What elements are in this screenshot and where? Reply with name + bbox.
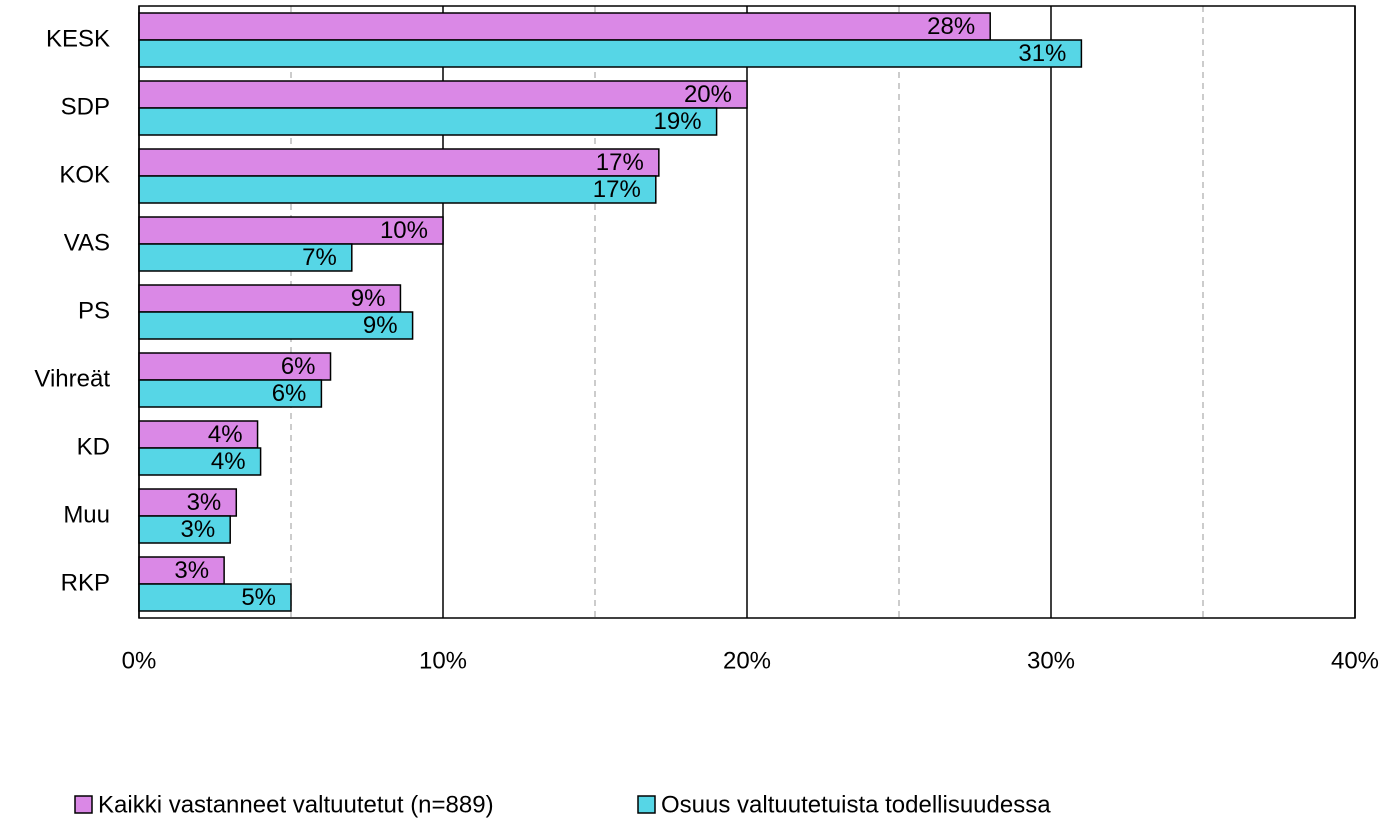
value-label: 9% bbox=[363, 312, 398, 339]
value-label: 3% bbox=[181, 516, 216, 543]
y-tick-label: VAS bbox=[64, 229, 110, 256]
legend-label: Osuus valtuutetuista todellisuudessa bbox=[661, 791, 1051, 818]
value-label: 6% bbox=[281, 353, 316, 380]
bar bbox=[138, 12, 991, 41]
y-tick-label: RKP bbox=[61, 569, 110, 596]
value-label: 9% bbox=[351, 285, 386, 312]
bar bbox=[138, 107, 718, 136]
bar bbox=[138, 352, 332, 381]
y-tick-label: SDP bbox=[61, 93, 110, 120]
x-tick-label: 0% bbox=[122, 647, 157, 674]
bar bbox=[138, 379, 323, 408]
value-label: 10% bbox=[380, 217, 428, 244]
y-tick-label: KOK bbox=[59, 161, 110, 188]
value-label: 5% bbox=[241, 584, 276, 611]
x-tick-label: 30% bbox=[1027, 647, 1075, 674]
y-tick-label: PS bbox=[78, 297, 110, 324]
plot-frame bbox=[138, 5, 1356, 619]
y-tick-label: KD bbox=[77, 433, 110, 460]
bar bbox=[138, 175, 657, 204]
y-tick-label: Vihreät bbox=[34, 365, 110, 392]
value-label: 4% bbox=[208, 421, 243, 448]
value-label: 28% bbox=[927, 13, 975, 40]
value-label: 20% bbox=[684, 81, 732, 108]
value-label: 3% bbox=[187, 489, 222, 516]
bar bbox=[138, 284, 402, 313]
x-tick-label: 10% bbox=[419, 647, 467, 674]
x-tick-label: 20% bbox=[723, 647, 771, 674]
y-tick-label: KESK bbox=[46, 25, 110, 52]
legend-swatch bbox=[637, 795, 656, 814]
bar bbox=[138, 216, 444, 245]
bar bbox=[138, 556, 225, 585]
value-label: 19% bbox=[654, 108, 702, 135]
value-label: 3% bbox=[174, 557, 209, 584]
legend-label: Kaikki vastanneet valtuutetut (n=889) bbox=[98, 791, 494, 818]
x-tick-label: 40% bbox=[1331, 647, 1379, 674]
value-label: 17% bbox=[593, 176, 641, 203]
value-label: 4% bbox=[211, 448, 246, 475]
y-tick-label: Muu bbox=[63, 501, 110, 528]
value-label: 6% bbox=[272, 380, 307, 407]
value-label: 17% bbox=[596, 149, 644, 176]
bar bbox=[138, 39, 1083, 68]
bar bbox=[138, 583, 292, 612]
bar bbox=[138, 243, 353, 272]
bar bbox=[138, 515, 231, 544]
bar bbox=[138, 148, 660, 177]
value-label: 7% bbox=[302, 244, 337, 271]
bar bbox=[138, 80, 748, 109]
legend-swatch bbox=[74, 795, 93, 814]
value-label: 31% bbox=[1018, 40, 1066, 67]
bar bbox=[138, 311, 414, 340]
